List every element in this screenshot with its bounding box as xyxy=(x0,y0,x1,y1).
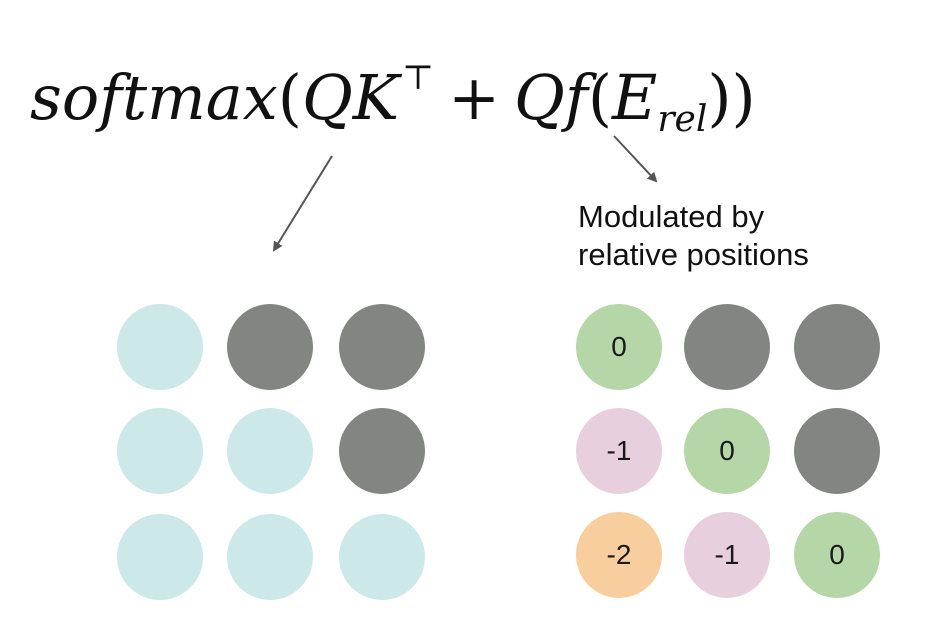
masked-cell xyxy=(794,304,880,390)
formula-q2: Q xyxy=(514,61,565,134)
formula-plus: + xyxy=(448,61,501,134)
formula-transpose: ⊤ xyxy=(402,58,435,98)
formula-close-parens: )) xyxy=(707,61,756,134)
caption: Modulated by relative positions xyxy=(578,198,908,274)
formula-e: E xyxy=(612,61,658,134)
masked-cell xyxy=(684,304,770,390)
relative-position-cell: -1 xyxy=(684,512,770,598)
relative-position-label: -1 xyxy=(714,539,740,570)
formula-k: K xyxy=(352,61,400,134)
relative-position-cell: -2 xyxy=(576,512,662,598)
formula-rel-subscript: rel xyxy=(657,99,708,140)
relative-position-label: -1 xyxy=(606,435,632,466)
masked-cell xyxy=(339,408,425,494)
attention-cell xyxy=(227,514,313,600)
relative-position-cell: 0 xyxy=(794,512,880,598)
formula-softmax: softmax xyxy=(30,61,278,134)
attention-cell xyxy=(227,408,313,494)
formula-open-paren: ( xyxy=(277,61,302,134)
relative-position-label: 0 xyxy=(719,435,735,466)
relative-position-cell: 0 xyxy=(576,304,662,390)
formula-open-paren-2: ( xyxy=(587,61,613,134)
attention-cell xyxy=(117,408,203,494)
formula-f: f xyxy=(564,61,588,134)
masked-cell xyxy=(794,408,880,494)
attention-cell xyxy=(339,514,425,600)
arrow-left xyxy=(272,155,333,252)
caption-line-1: Modulated by xyxy=(578,199,765,234)
relative-position-label: 0 xyxy=(829,539,845,570)
relative-position-label: 0 xyxy=(611,331,627,362)
caption-line-2: relative positions xyxy=(578,237,809,272)
masked-cell xyxy=(227,304,313,390)
relative-position-cell: -1 xyxy=(576,408,662,494)
attention-cell xyxy=(117,514,203,600)
attention-cell xyxy=(117,304,203,390)
relative-position-label: -2 xyxy=(606,539,632,570)
relative-position-cell: 0 xyxy=(684,408,770,494)
formula: softmax(QK⊤ + Qf(Erel)) xyxy=(30,28,756,140)
arrow-right xyxy=(613,135,658,183)
masked-cell xyxy=(339,304,425,390)
formula-q: Q xyxy=(301,61,353,134)
